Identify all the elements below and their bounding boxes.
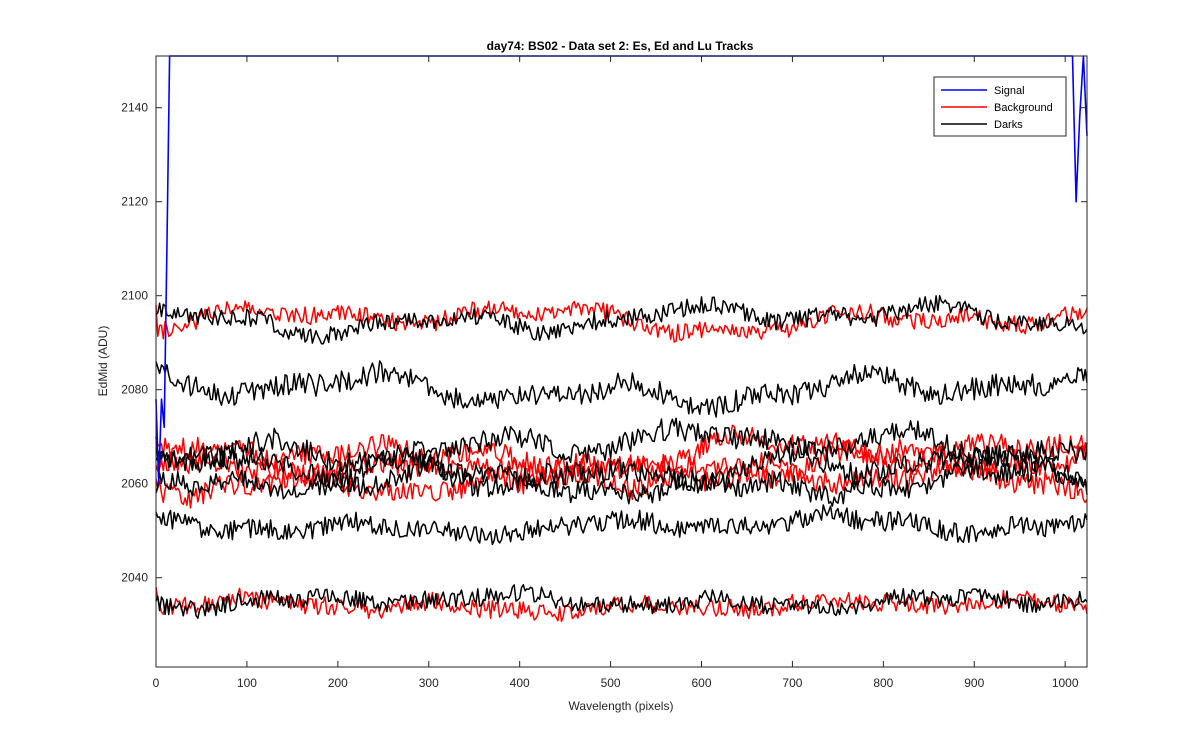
series-line-darks [155, 360, 1088, 418]
y-axis: 2040 2060 2080 2100 2120 2140 [121, 101, 1087, 585]
series-line-darks [155, 584, 1088, 619]
series-line-darks [155, 295, 1088, 345]
series-line-background [155, 586, 1088, 623]
series-line-darks [155, 417, 1088, 473]
series-line-background [155, 300, 1088, 343]
x-tick-label: 700 [782, 676, 802, 690]
legend-label-darks: Darks [994, 119, 1023, 131]
y-tick-label: 2040 [121, 571, 148, 585]
y-tick-label: 2120 [121, 195, 148, 209]
x-tick-label: 0 [153, 676, 160, 690]
x-tick-label: 600 [691, 676, 711, 690]
x-tick-label: 300 [419, 676, 439, 690]
series-line-darks [155, 444, 1088, 498]
y-axis-label: EdMid (ADU) [96, 326, 110, 397]
y-tick-label: 2080 [121, 383, 148, 397]
series-line-darks [155, 456, 1088, 507]
y-tick-label: 2140 [121, 101, 148, 115]
x-tick-label: 500 [601, 676, 621, 690]
x-tick-label: 900 [964, 676, 984, 690]
series-line-darks [155, 504, 1088, 546]
x-tick-label: 100 [237, 676, 257, 690]
legend: Signal Background Darks [933, 76, 1067, 137]
series-layer [155, 55, 1088, 623]
plot-frame [155, 55, 1088, 668]
legend-label-background: Background [994, 102, 1053, 114]
x-tick-label: 800 [873, 676, 893, 690]
chart-title: day74: BS02 - Data set 2: Es, Ed and Lu … [487, 39, 754, 53]
x-axis: 0 100 200 300 400 500 600 700 800 900 1000 [153, 56, 1079, 690]
legend-label-signal: Signal [994, 85, 1025, 97]
x-tick-label: 1000 [1052, 676, 1079, 690]
x-axis-label: Wavelength (pixels) [569, 699, 674, 713]
y-tick-label: 2060 [121, 477, 148, 491]
y-tick-label: 2100 [121, 289, 148, 303]
x-tick-label: 400 [510, 676, 530, 690]
x-tick-label: 200 [328, 676, 348, 690]
